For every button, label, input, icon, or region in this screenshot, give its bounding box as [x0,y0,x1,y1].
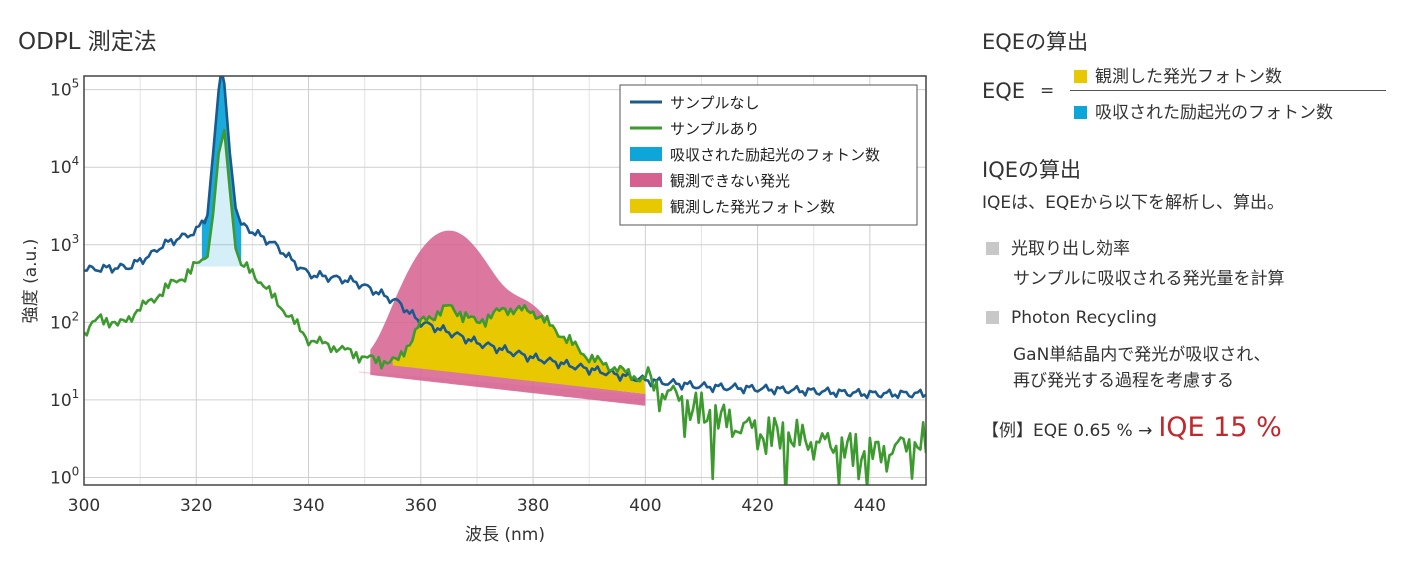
bullet2-title: Photon Recycling [1011,308,1157,328]
iqe-description: IQEは、EQEから以下を解析し、算出。 [982,193,1284,213]
eqe-heading: EQEの算出 [982,30,1089,54]
series-lines [84,76,926,485]
chart-title: ODPL 測定法 [18,29,157,55]
x-tick-label: 380 [517,496,549,516]
calculation-panel: EQEの算出 EQE = 観測した発光フォトン数 吸収された励起光のフォトン数 … [982,0,1402,568]
y-tick-label: 104 [50,154,79,178]
legend-label-observed: 観測した発光フォトン数 [670,198,835,216]
fraction-line [1070,90,1386,91]
y-tick-label: 102 [50,309,79,333]
x-tick-labels: 300 320 340 360 380 400 420 440 [68,496,886,516]
unobserved-emission-tail [359,371,646,405]
x-tick-label: 420 [741,496,773,516]
shaded-areas [196,76,646,406]
legend-box [619,84,918,226]
y-axis-label: 強度 (a.u.) [21,239,41,324]
example-result: IQE 15 % [1158,412,1282,443]
example-prefix: 【例】EQE 0.65 % → [982,421,1153,441]
legend: サンプルなし サンプルあり 吸収された励起光のフォトン数 観測できない発光 観測… [619,84,918,226]
eqe-denominator: 吸収された励起光のフォトン数 [1074,98,1333,123]
plot-frame [83,75,927,486]
y-tick-labels: 100 101 102 103 104 105 [50,77,79,489]
eqe-formula-equals: = [1040,81,1055,101]
x-tick-label: 320 [180,496,212,516]
series-line-with-sample [84,128,926,485]
bullet1-title: 光取り出し効率 [1011,239,1130,259]
x-tick-label: 300 [68,496,100,516]
bullet2-description-line2: 再び発光する過程を考慮する [1013,371,1234,391]
legend-label-unobserved: 観測できない発光 [670,172,790,190]
x-tick-label: 360 [405,496,437,516]
denominator-text: 吸収された励起光のフォトン数 [1095,103,1333,123]
series-line-no-sample [84,76,926,400]
denominator-swatch [1074,106,1087,119]
bullet-square [986,242,999,255]
y-tick-label: 101 [50,387,79,411]
x-tick-label: 440 [854,496,886,516]
legend-swatch-absorbed [630,147,662,161]
eqe-numerator: 観測した発光フォトン数 [1074,62,1282,87]
legend-label-with-sample: サンプルあり [670,120,760,138]
x-axis-label: 波長 (nm) [465,525,545,545]
iqe-heading: IQEの算出 [982,158,1081,182]
bullet-square [986,311,999,324]
bullet2-description-line1: GaN単結晶内で発光が吸収され、 [1013,345,1271,365]
legend-swatch-observed [630,199,662,213]
y-tick-label: 100 [50,464,79,488]
x-tick-label: 400 [629,496,661,516]
x-tick-label: 340 [292,496,324,516]
numerator-swatch [1074,70,1087,83]
observed-emission-area [392,304,646,394]
legend-swatch-unobserved [630,173,662,187]
legend-label-no-sample: サンプルなし [670,94,760,112]
y-tick-label: 105 [50,77,79,101]
bullet-photon-recycling: Photon Recycling [986,308,1157,328]
y-tick-label: 103 [50,232,79,256]
chart: 300 320 340 360 380 400 420 440 100 101 102 103 104… [21,75,927,545]
eqe-formula-label: EQE [982,79,1026,103]
bullet1-description: サンプルに吸収される発光量を計算 [1013,269,1285,289]
numerator-text: 観測した発光フォトン数 [1095,67,1282,87]
example-line: 【例】EQE 0.65 % → IQE 15 % [982,412,1282,443]
bullet-extraction-efficiency: 光取り出し効率 [986,234,1130,259]
legend-label-absorbed: 吸収された励起光のフォトン数 [670,146,880,164]
